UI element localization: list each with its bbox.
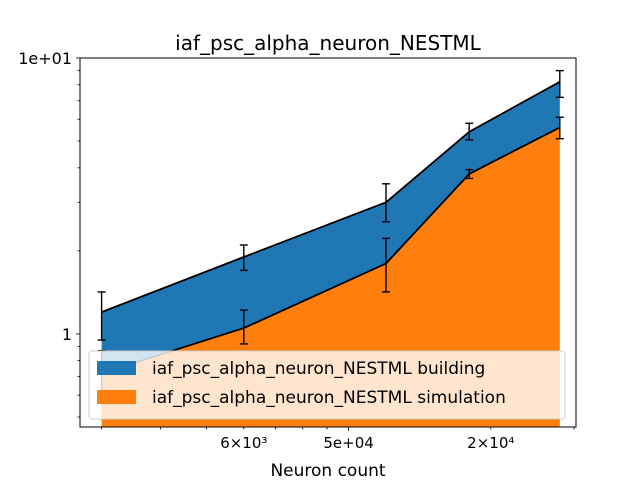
legend-swatch [97, 390, 136, 404]
legend-box [88, 350, 566, 420]
errorbar-simulation [465, 168, 474, 180]
errorbar-simulation [555, 116, 564, 140]
x-axis-label: Neuron count [270, 461, 385, 480]
y-tick-label: 1 [62, 325, 72, 344]
y-tick-label: 1e+01 [18, 49, 72, 68]
legend-swatch [97, 361, 136, 375]
axes-frame [79, 57, 577, 428]
area-building [101, 81, 560, 374]
axes: 6×10³ 5e+04 2×10⁴ 1 1e+01 [18, 49, 575, 452]
errorbar-building [239, 244, 248, 272]
errorbar-building [97, 291, 106, 341]
legend-item: iaf_psc_alpha_neuron_NESTML building [97, 359, 485, 379]
errorbar-simulation [381, 237, 390, 293]
errorbar-building [381, 183, 390, 223]
errorbar-building [555, 69, 564, 99]
x-tick-label: 2×10⁴ [467, 434, 514, 452]
legend-label: iaf_psc_alpha_neuron_NESTML building [152, 359, 485, 379]
errorbar-building [465, 122, 474, 141]
chart-title: iaf_psc_alpha_neuron_NESTML [175, 31, 482, 55]
legend: iaf_psc_alpha_neuron_NESTML building iaf_… [88, 350, 566, 420]
legend-item: iaf_psc_alpha_neuron_NESTML simulation [97, 388, 506, 408]
x-tick-label: 5e+04 [323, 434, 373, 452]
legend-label: iaf_psc_alpha_neuron_NESTML simulation [152, 388, 506, 408]
x-tick-label: 6×10³ [220, 434, 267, 452]
errorbar-simulation [239, 309, 248, 345]
